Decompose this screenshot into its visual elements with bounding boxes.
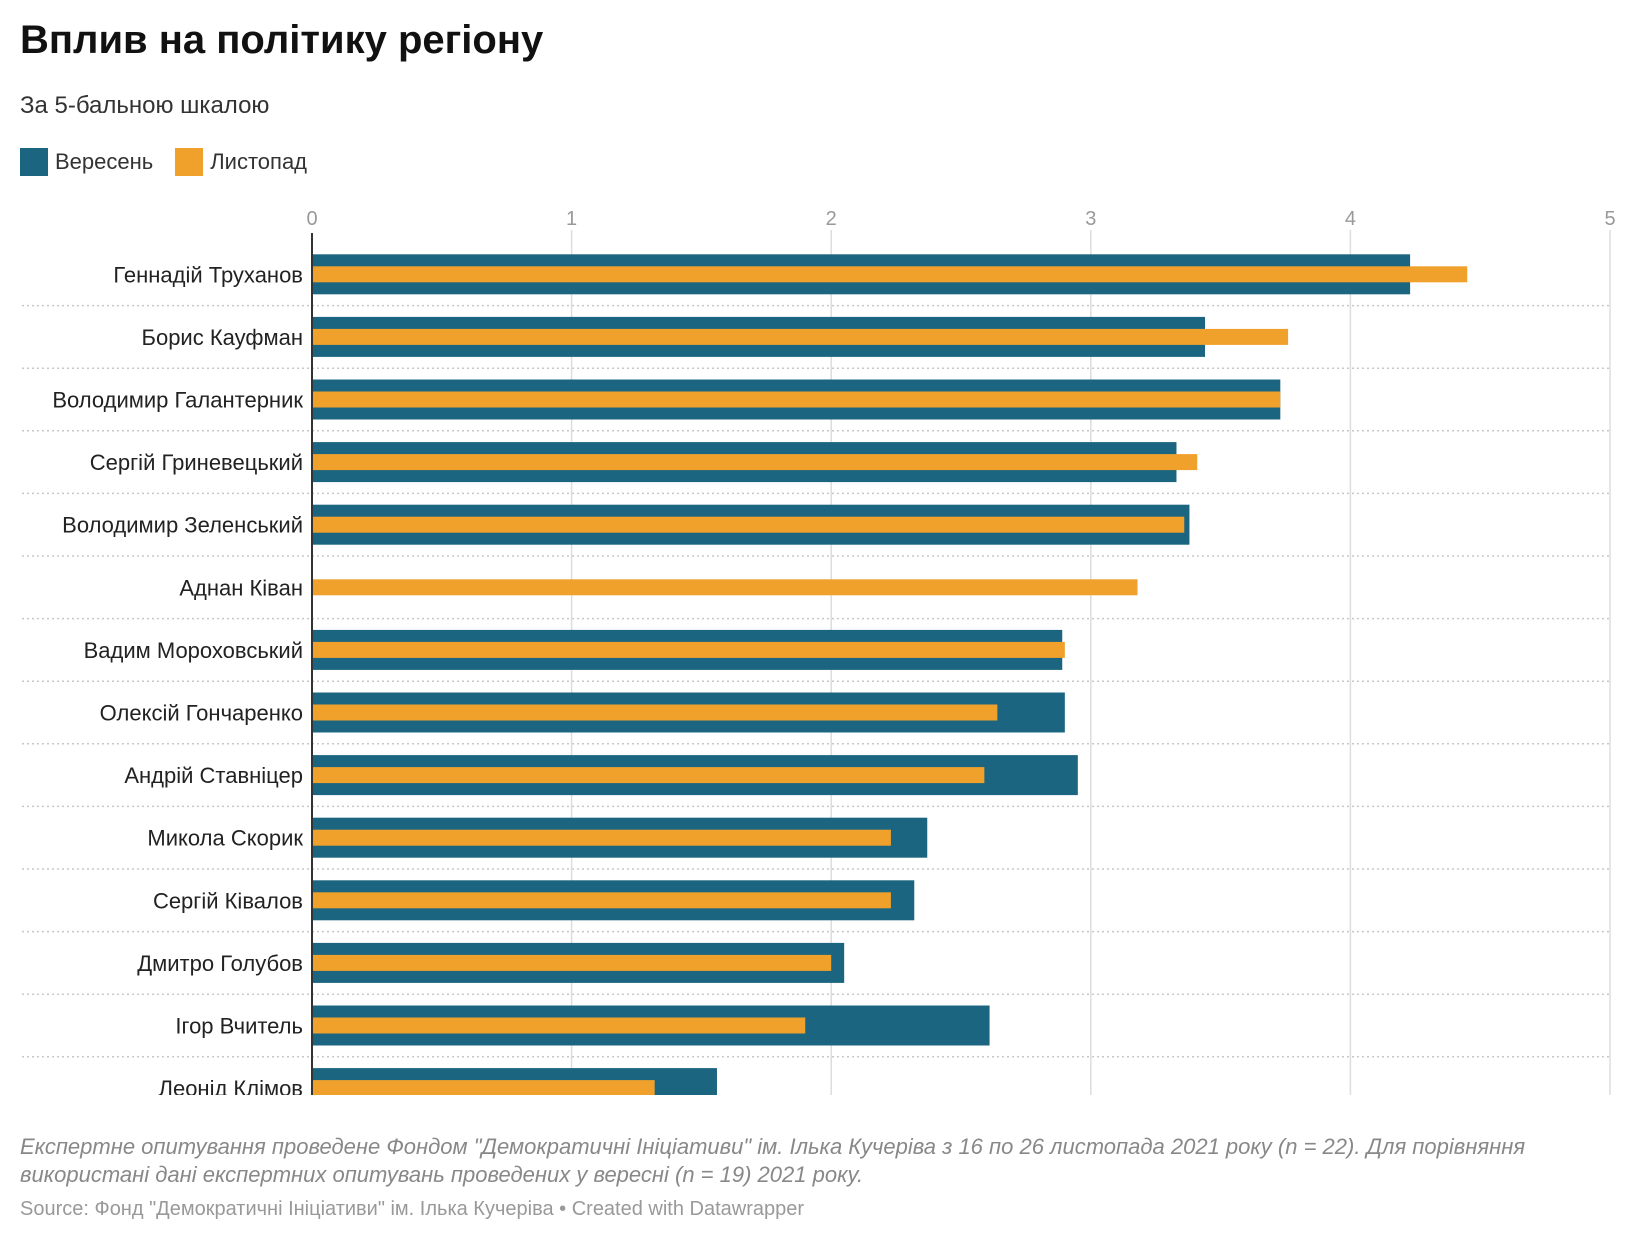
bar-november: [312, 829, 891, 846]
bar-november: [312, 454, 1198, 471]
category-label: Сергій Ківалов: [153, 888, 303, 913]
category-label: Аднан Ківан: [179, 575, 303, 600]
x-tick-label-1: 1: [566, 208, 577, 230]
methodology-note: Експертне опитування проведене Фондом "Д…: [20, 1134, 1526, 1187]
bar-november: [312, 391, 1281, 408]
category-label: Геннадій Труханов: [113, 262, 303, 287]
bar-november: [312, 641, 1065, 658]
legend-swatch-september: [20, 148, 48, 176]
legend: Вересень Листопад: [20, 148, 329, 176]
legend-label-september: Вересень: [55, 149, 154, 174]
category-label: Дмитро Голубов: [137, 951, 303, 976]
category-label: Микола Скорик: [147, 826, 303, 851]
bar-november: [312, 767, 985, 784]
category-label: Володимир Галантерник: [52, 388, 303, 413]
bar-chart: 0 1 2 3 4 5 Геннадій Труханов Борис Кауфман Воло…: [22, 208, 1616, 1095]
x-tick-label-2: 2: [826, 208, 837, 230]
bar-november: [312, 1017, 806, 1034]
chart-title: Вплив на політику регіону: [20, 18, 544, 62]
bar-november: [312, 1080, 655, 1095]
category-label: Вадим Мороховський: [84, 638, 303, 663]
x-tick-label-0: 0: [306, 208, 317, 230]
bar-november: [312, 704, 998, 721]
source-line: Source: Фонд "Демократичні Ініціативи" і…: [20, 1198, 805, 1220]
category-label: Леонід Клімов: [159, 1076, 303, 1095]
x-tick-label-4: 4: [1345, 208, 1356, 230]
category-label: Олексій Гончаренко: [100, 701, 303, 726]
bar-november: [312, 266, 1468, 283]
category-label: Сергій Гриневецький: [90, 450, 303, 475]
bar-november: [312, 579, 1138, 596]
x-tick-label-5: 5: [1604, 208, 1615, 230]
x-tick-label-3: 3: [1085, 208, 1096, 230]
category-label: Борис Кауфман: [142, 325, 303, 350]
legend-swatch-november: [175, 148, 204, 176]
bar-november: [312, 328, 1289, 345]
bar-november: [312, 954, 832, 971]
legend-item-november: Листопад: [175, 148, 307, 176]
bar-november: [312, 516, 1185, 533]
category-label: Андрій Ставніцер: [124, 763, 303, 788]
category-label: Ігор Вчитель: [175, 1014, 303, 1039]
category-label: Володимир Зеленський: [62, 513, 303, 538]
legend-label-november: Листопад: [210, 149, 308, 174]
chart-subtitle: За 5-бальною шкалою: [20, 92, 270, 119]
bar-november: [312, 892, 891, 909]
legend-item-september: Вересень: [20, 148, 153, 176]
